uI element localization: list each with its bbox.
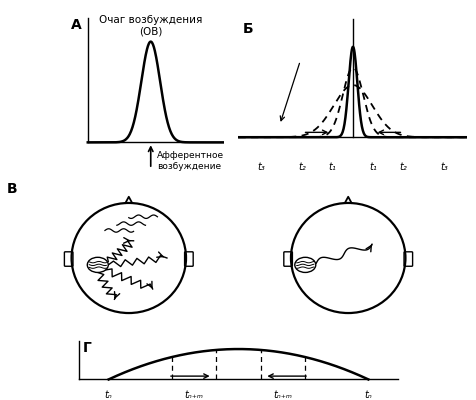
Text: А: А: [70, 18, 81, 32]
Text: tₙ₊ₘ: tₙ₊ₘ: [273, 390, 292, 400]
Text: t₂: t₂: [298, 162, 306, 172]
Text: В: В: [7, 182, 18, 196]
Text: t₁: t₁: [369, 162, 377, 172]
Text: Г: Г: [82, 341, 91, 355]
Text: t₁: t₁: [328, 162, 336, 172]
Text: tₙ: tₙ: [105, 390, 112, 400]
Circle shape: [87, 257, 108, 272]
Text: t₃: t₃: [257, 162, 265, 172]
Text: t₃: t₃: [440, 162, 447, 172]
Circle shape: [294, 257, 315, 272]
Text: tₙ: tₙ: [364, 390, 371, 400]
Text: Очаг возбуждения
(ОВ): Очаг возбуждения (ОВ): [99, 15, 202, 36]
Text: Б: Б: [243, 22, 253, 36]
Text: t₂: t₂: [398, 162, 407, 172]
Text: tₙ₊ₘ: tₙ₊ₘ: [184, 390, 203, 400]
Text: Афферентное
возбуждение: Афферентное возбуждение: [157, 151, 224, 171]
